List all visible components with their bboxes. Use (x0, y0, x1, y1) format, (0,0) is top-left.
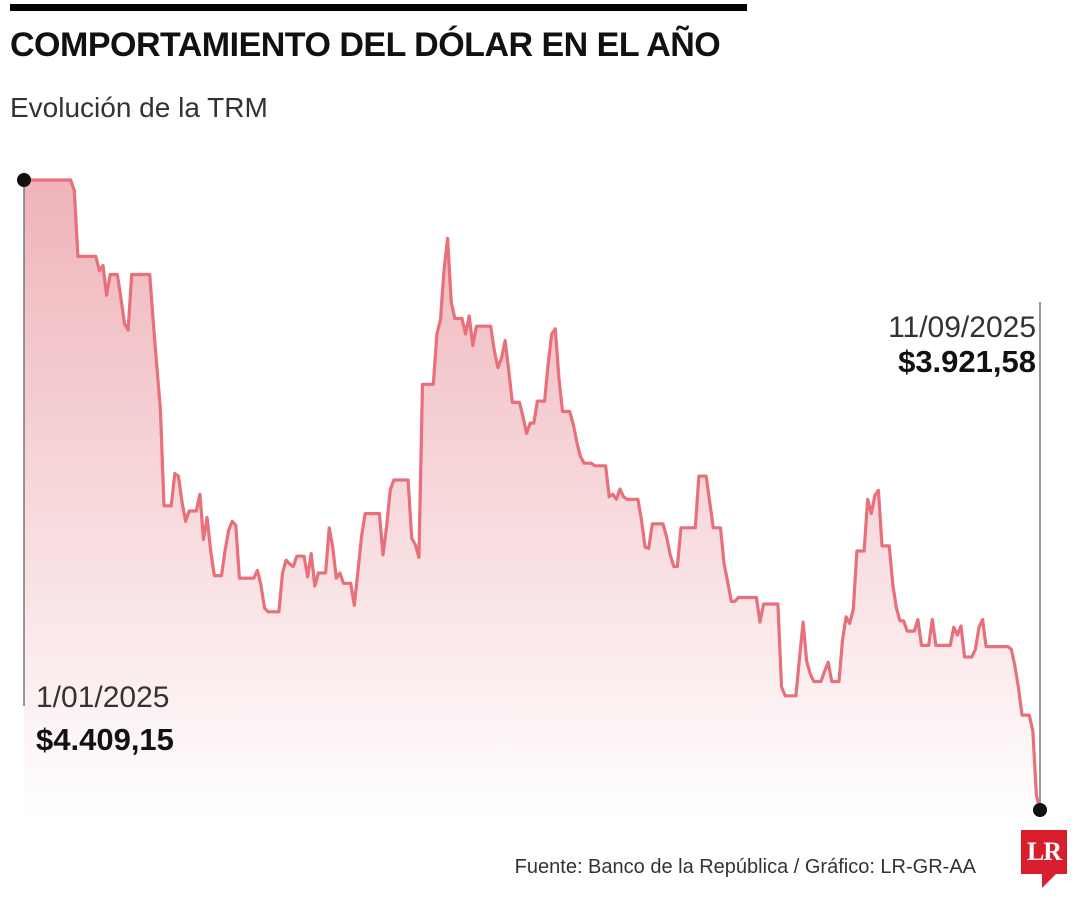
end-marker (1033, 803, 1047, 817)
start-marker (17, 173, 31, 187)
series-area (24, 180, 1040, 820)
start-date-label: 1/01/2025 (36, 681, 169, 714)
end-date-label: 11/09/2025 (888, 311, 1036, 344)
logo-tail (1042, 874, 1056, 888)
chart-title: COMPORTAMIENTO DEL DÓLAR EN EL AÑO (10, 26, 721, 64)
end-value-label: $3.921,58 (898, 344, 1036, 379)
chart-subtitle: Evolución de la TRM (10, 92, 268, 123)
source-note: Fuente: Banco de la República / Gráfico:… (514, 856, 976, 878)
series-line (22, 178, 1042, 812)
top-rule (10, 4, 747, 11)
lr-logo-icon: LR (1021, 830, 1067, 874)
start-value-label: $4.409,15 (36, 722, 174, 757)
